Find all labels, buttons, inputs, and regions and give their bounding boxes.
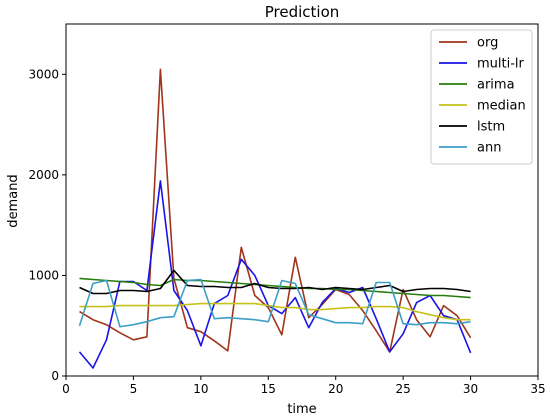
series-line-multi-lr <box>78 180 472 369</box>
x-tick-label: 15 <box>261 382 276 396</box>
y-axis-label: demand <box>6 174 21 227</box>
legend-label-org: org <box>477 36 498 51</box>
x-tick-label: 25 <box>396 382 411 396</box>
plot-frame <box>65 23 539 377</box>
plot-series <box>78 68 472 369</box>
legend-label-ann: ann <box>477 141 501 156</box>
x-tick-label: 35 <box>530 382 545 396</box>
legend: org multi-lr arima median lstm ann <box>430 29 533 165</box>
axes: 0 5 10 15 20 25 30 35 0 1000 2000 3000 <box>28 23 546 396</box>
chart-title: Prediction <box>265 3 340 21</box>
y-tick-label: 2000 <box>28 168 59 182</box>
legend-label-arima: arima <box>477 78 515 93</box>
y-tick-label: 3000 <box>28 67 59 81</box>
series-line-median <box>79 302 471 321</box>
x-tick-label: 0 <box>62 382 70 396</box>
x-tick-label: 5 <box>130 382 138 396</box>
x-tick-label: 20 <box>328 382 343 396</box>
series-line-lstm <box>79 269 471 295</box>
x-tick-label: 10 <box>193 382 208 396</box>
x-axis-label: time <box>287 402 316 417</box>
legend-label-lstm: lstm <box>477 120 505 135</box>
legend-label-median: median <box>477 99 526 114</box>
y-tick-label: 0 <box>51 369 59 383</box>
x-tick-label: 30 <box>463 382 478 396</box>
series-line-org <box>79 68 472 353</box>
y-tick-label: 1000 <box>28 268 59 282</box>
series-line-arima <box>79 277 471 299</box>
series-line-ann <box>78 278 471 328</box>
legend-label-multi-lr: multi-lr <box>477 57 525 72</box>
